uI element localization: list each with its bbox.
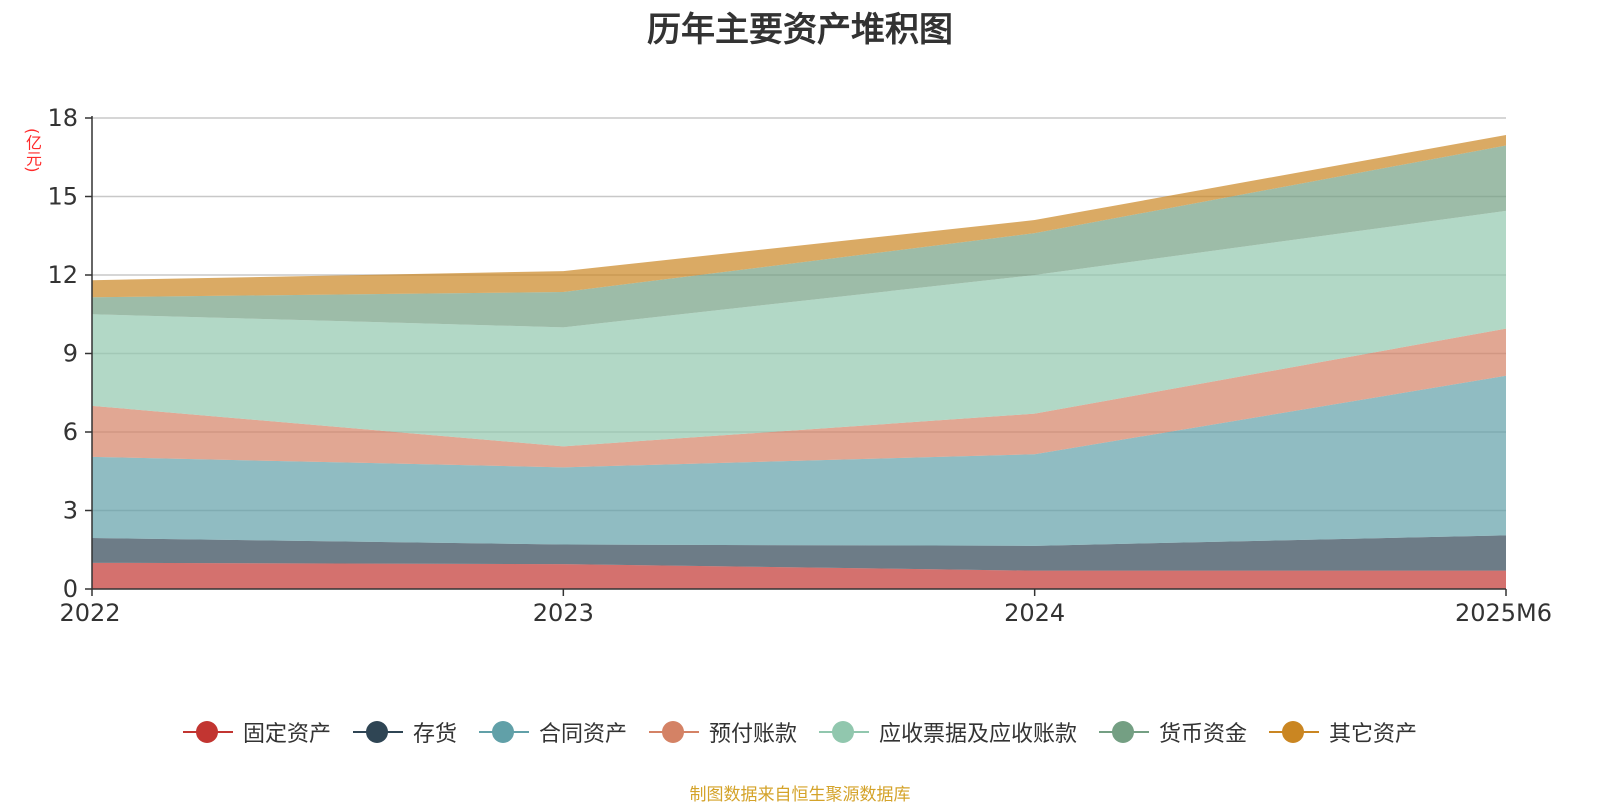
area-series [92,562,1506,589]
chart-title: 历年主要资产堆积图 [647,10,953,50]
area-series [92,328,1506,468]
legend-marker-icon [352,720,403,744]
legend-marker-icon [648,720,699,744]
y-tick-label: 0 [63,575,78,603]
area-series [92,210,1506,447]
legend-dot [1282,721,1305,743]
legend-item[interactable]: 固定资产 [182,716,331,748]
y-tick-label: 15 [47,183,78,211]
y-tick-label: 6 [63,418,78,446]
x-tick-label: 2024 [1004,599,1065,627]
y-tick-label: 18 [47,104,78,132]
legend-item[interactable]: 预付账款 [648,716,797,748]
legend-item[interactable]: 合同资产 [478,716,627,748]
y-tick-label: 12 [47,261,78,289]
legend-label: 应收票据及应收账款 [879,722,1078,747]
legend-item[interactable]: 应收票据及应收账款 [819,716,1077,748]
legend-dot [832,721,854,743]
source-note: 制图数据来自恒生聚源数据库 [689,785,911,805]
area-series [92,145,1506,328]
legend-marker-icon [1099,720,1150,744]
legend-item[interactable]: 货币资金 [1099,716,1247,748]
legend-marker-icon [182,720,233,744]
y-tick-label: 9 [63,340,78,368]
legend-label: 货币资金 [1159,722,1248,747]
x-tick-label: 2022 [59,599,120,627]
y-tick-label: 3 [63,497,78,525]
legend-dot [661,721,684,743]
legend-label: 合同资产 [538,722,627,747]
area-series [92,535,1506,571]
legend-label: 存货 [412,722,457,747]
legend-label: 固定资产 [242,722,331,747]
legend-item[interactable]: 存货 [352,716,457,748]
legend-marker-icon [1269,720,1320,744]
x-tick-label: 2025M6 [1455,599,1552,627]
axes [85,116,1507,596]
stacked-area-chart: 0 3 6 9 12 15 18 2022 2023 2024 2025M6 [47,104,1552,627]
x-tick-label: 2023 [533,599,594,627]
legend-dot [195,721,218,743]
tick-labels: 0 3 6 9 12 15 18 2022 2023 2024 2025M6 [47,104,1552,627]
legend-dot [365,721,388,743]
y-axis-unit: (亿元) [23,127,42,173]
legend-label: 其它资产 [1329,722,1418,747]
legend-item[interactable]: 其它资产 [1269,716,1417,748]
area-series [92,375,1506,546]
legend-marker-icon [819,720,869,744]
legend-dot [491,721,514,743]
area-series [92,135,1506,298]
area-layer [92,135,1506,589]
legend-marker-icon [478,720,529,744]
legend-label: 预付账款 [708,722,797,747]
legend: 固定资产 存货 合同资产 预付账款 应收票据及应收账款 货币资金 其它资产 [0,716,1600,748]
legend-dot [1112,721,1135,743]
